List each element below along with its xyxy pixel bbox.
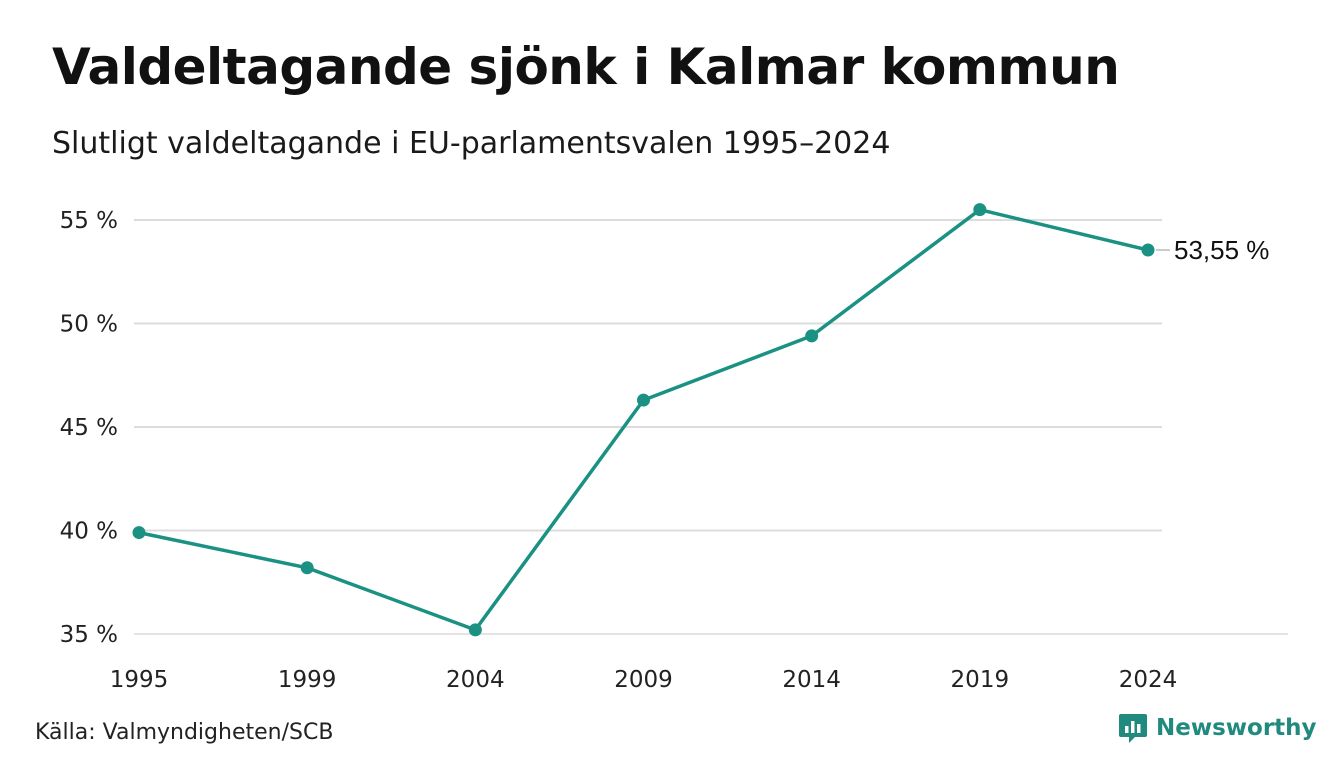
data-point xyxy=(1141,243,1155,257)
x-tick-labels: 1995 1999 2004 2009 2014 2019 2024 xyxy=(110,667,1178,693)
data-point xyxy=(300,561,314,575)
x-tick-label: 2019 xyxy=(951,667,1010,693)
y-tick-label: 50 % xyxy=(60,312,118,338)
data-point xyxy=(637,393,650,407)
y-tick-label: 40 % xyxy=(60,519,118,545)
x-tick-label: 2004 xyxy=(446,667,505,693)
x-tick-label: 1999 xyxy=(278,667,337,693)
y-tick-label: 35 % xyxy=(60,622,118,648)
data-point xyxy=(973,203,987,217)
series-line-layer xyxy=(138,207,1149,632)
brand-name: Newsworthy xyxy=(1156,715,1317,741)
x-tick-label: 2009 xyxy=(614,667,673,693)
end-value-label: 53,55 % xyxy=(1174,235,1269,265)
y-tick-labels: 35 % 40 % 45 % 50 % 55 % xyxy=(60,208,118,648)
y-gridlines xyxy=(134,219,1162,532)
data-point xyxy=(468,623,482,637)
source-note: Källa: Valmyndigheten/SCB xyxy=(35,720,334,745)
chart-subtitle: Slutligt valdeltagande i EU-parlamentsva… xyxy=(52,126,891,161)
data-points xyxy=(132,203,1155,637)
x-tick-label: 2024 xyxy=(1119,667,1178,693)
newsworthy-logo-icon xyxy=(1119,714,1147,743)
data-point xyxy=(132,526,146,540)
y-tick-label: 55 % xyxy=(60,208,118,234)
x-tick-label: 1995 xyxy=(110,667,169,693)
y-tick-label: 45 % xyxy=(60,415,118,441)
x-tick-label: 2014 xyxy=(782,667,841,693)
brand-logo: Newsworthy xyxy=(1118,712,1317,744)
data-point xyxy=(805,329,819,343)
end-annotation: 53,55 % xyxy=(1156,235,1269,265)
chart-title: Valdeltagande sjönk i Kalmar kommun xyxy=(52,38,1120,96)
series-line xyxy=(138,207,1149,632)
line-chart: 35 % 40 % 45 % 50 % 55 % 1995 1999 2004 2009 201… xyxy=(60,203,1288,693)
